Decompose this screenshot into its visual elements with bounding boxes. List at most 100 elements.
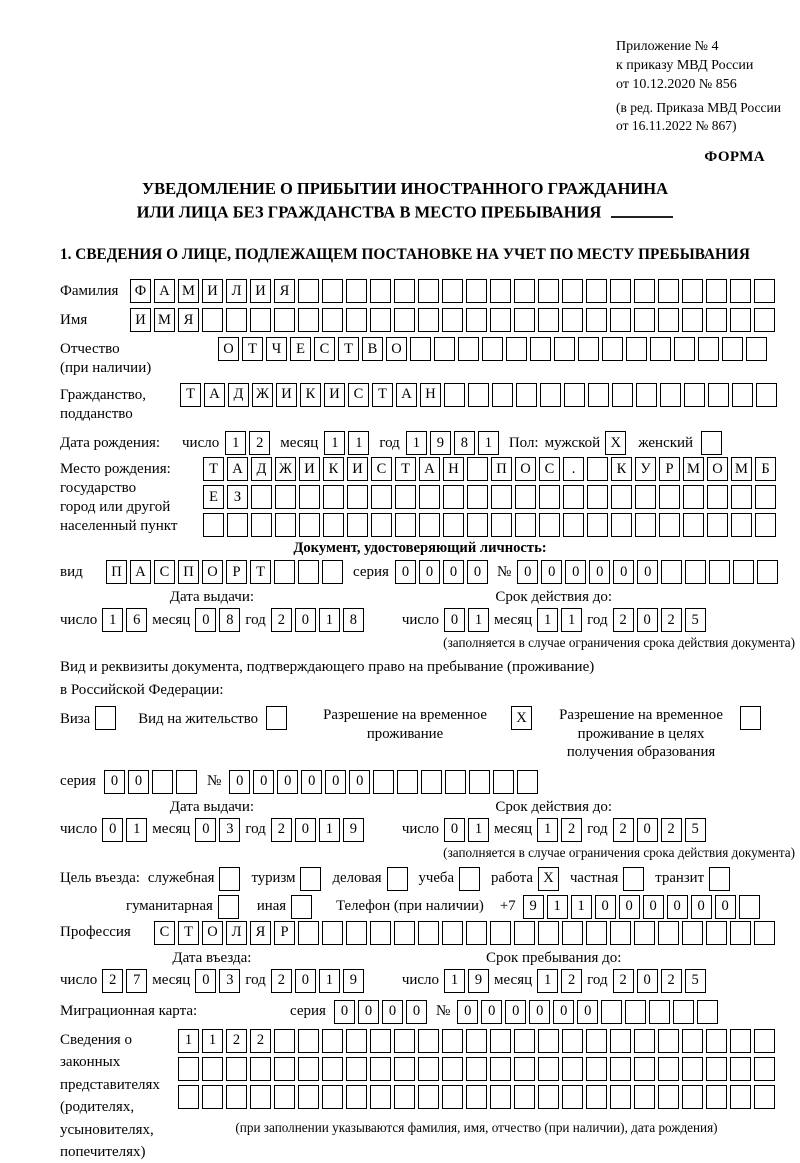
char-cell[interactable] — [755, 513, 776, 538]
char-cell[interactable] — [586, 1084, 607, 1109]
char-cell[interactable] — [586, 920, 607, 945]
char-cell[interactable] — [730, 308, 751, 333]
char-cell[interactable] — [636, 382, 657, 407]
char-cell[interactable] — [515, 485, 536, 510]
char-cell[interactable]: 3 — [219, 968, 241, 993]
char-cell[interactable]: П — [491, 457, 512, 482]
char-cell[interactable] — [418, 1028, 439, 1053]
char-cell[interactable]: 0 — [301, 769, 323, 794]
char-cell[interactable]: 2 — [612, 968, 634, 993]
char-cell[interactable]: 2 — [226, 1028, 247, 1053]
char-cell[interactable] — [708, 382, 729, 407]
char-cell[interactable]: 2 — [612, 817, 634, 842]
char-cell[interactable] — [722, 337, 743, 362]
char-cell[interactable] — [562, 308, 583, 333]
char-cell[interactable]: О — [202, 560, 223, 585]
char-cell[interactable]: Д — [251, 457, 272, 482]
char-cell[interactable] — [490, 920, 511, 945]
char-cell[interactable] — [467, 457, 488, 482]
char-cell[interactable]: 0 — [127, 769, 149, 794]
char-cell[interactable] — [730, 279, 751, 304]
char-cell[interactable] — [491, 513, 512, 538]
char-cell[interactable] — [203, 513, 224, 538]
char-cell[interactable] — [601, 999, 623, 1024]
char-cell[interactable]: Ж — [275, 457, 296, 482]
char-cell[interactable] — [540, 382, 561, 407]
char-cell[interactable] — [394, 920, 415, 945]
char-cell[interactable]: 1 — [537, 968, 559, 993]
char-cell[interactable]: 1 — [561, 608, 583, 633]
char-cell[interactable] — [563, 513, 584, 538]
char-cell[interactable]: 5 — [684, 817, 706, 842]
char-cell[interactable] — [730, 920, 751, 945]
char-cell[interactable] — [370, 1084, 391, 1109]
char-cell[interactable]: П — [178, 560, 199, 585]
char-cell[interactable] — [674, 337, 695, 362]
char-cell[interactable]: 0 — [618, 894, 640, 919]
char-cell[interactable] — [151, 769, 173, 794]
char-cell[interactable] — [562, 1084, 583, 1109]
char-cell[interactable] — [299, 513, 320, 538]
char-cell[interactable] — [370, 1028, 391, 1053]
char-cell[interactable] — [275, 485, 296, 510]
char-cell[interactable]: 0 — [553, 999, 575, 1024]
purpose-private-checkbox[interactable] — [623, 866, 645, 891]
purpose-other-checkbox[interactable] — [291, 894, 313, 919]
char-cell[interactable] — [202, 308, 223, 333]
char-cell[interactable] — [322, 1084, 343, 1109]
char-cell[interactable]: 2 — [102, 968, 124, 993]
char-cell[interactable]: Т — [250, 560, 271, 585]
char-cell[interactable]: 0 — [636, 817, 658, 842]
char-cell[interactable]: 1 — [468, 608, 490, 633]
char-cell[interactable] — [482, 337, 503, 362]
char-cell[interactable]: 8 — [219, 608, 241, 633]
char-cell[interactable]: 1 — [537, 817, 559, 842]
char-cell[interactable] — [515, 513, 536, 538]
char-cell[interactable]: 0 — [294, 608, 316, 633]
char-cell[interactable] — [227, 513, 248, 538]
char-cell[interactable]: 0 — [195, 817, 217, 842]
char-cell[interactable]: А — [130, 560, 151, 585]
char-cell[interactable] — [394, 1056, 415, 1081]
char-cell[interactable]: Н — [420, 382, 441, 407]
char-cell[interactable] — [251, 485, 272, 510]
char-cell[interactable] — [274, 1028, 295, 1053]
char-cell[interactable]: И — [299, 457, 320, 482]
char-cell[interactable]: 1 — [405, 431, 427, 456]
char-cell[interactable] — [755, 485, 776, 510]
char-cell[interactable] — [226, 1084, 247, 1109]
char-cell[interactable] — [492, 382, 513, 407]
char-cell[interactable] — [706, 1084, 727, 1109]
char-cell[interactable]: А — [154, 279, 175, 304]
temp-residence-checkbox[interactable]: X — [511, 706, 533, 731]
char-cell[interactable]: 0 — [690, 894, 712, 919]
char-cell[interactable] — [610, 1056, 631, 1081]
char-cell[interactable]: А — [204, 382, 225, 407]
char-cell[interactable]: К — [611, 457, 632, 482]
char-cell[interactable] — [706, 1056, 727, 1081]
char-cell[interactable]: 8 — [342, 608, 364, 633]
char-cell[interactable] — [298, 308, 319, 333]
char-cell[interactable] — [635, 513, 656, 538]
char-cell[interactable] — [298, 920, 319, 945]
char-cell[interactable] — [347, 485, 368, 510]
char-cell[interactable]: 2 — [561, 968, 583, 993]
char-cell[interactable] — [397, 769, 419, 794]
char-cell[interactable] — [610, 308, 631, 333]
char-cell[interactable] — [322, 279, 343, 304]
char-cell[interactable]: И — [130, 308, 151, 333]
char-cell[interactable] — [514, 308, 535, 333]
char-cell[interactable] — [274, 308, 295, 333]
purpose-transit-checkbox[interactable] — [709, 866, 731, 891]
char-cell[interactable]: Ж — [252, 382, 273, 407]
char-cell[interactable] — [731, 485, 752, 510]
char-cell[interactable] — [634, 1084, 655, 1109]
char-cell[interactable]: 0 — [325, 769, 347, 794]
char-cell[interactable]: 9 — [342, 817, 364, 842]
char-cell[interactable] — [659, 485, 680, 510]
char-cell[interactable]: Я — [274, 279, 295, 304]
char-cell[interactable] — [251, 513, 272, 538]
char-cell[interactable] — [493, 769, 515, 794]
char-cell[interactable] — [562, 279, 583, 304]
char-cell[interactable] — [658, 920, 679, 945]
